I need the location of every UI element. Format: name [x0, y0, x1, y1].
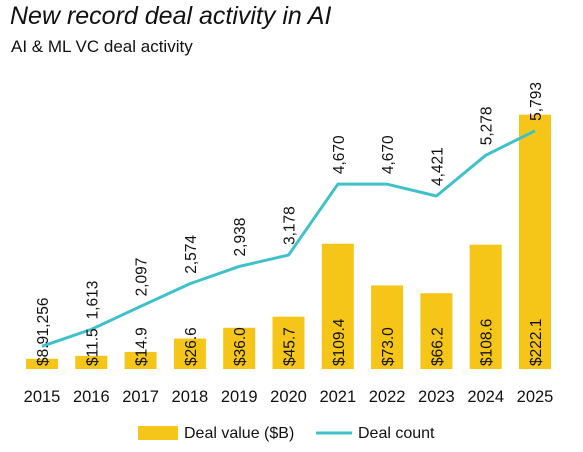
x-tick-label: 2017	[122, 388, 159, 406]
bar-2020	[272, 316, 305, 369]
count-value-label: 1,613	[84, 281, 101, 320]
bar-2024	[469, 244, 502, 369]
bar-value-label: $109.4	[331, 318, 348, 366]
count-value-label: 3,178	[282, 206, 299, 245]
bar-value-label: $8.9	[35, 336, 52, 366]
bar-value-label: $26.6	[183, 327, 200, 366]
x-tick-label: 2020	[270, 388, 307, 406]
deal-count-line	[41, 129, 536, 348]
x-tick-label: 2024	[467, 388, 504, 406]
legend-deal-value: Deal value ($B)	[184, 425, 294, 442]
bar-value-label: $66.2	[429, 327, 446, 366]
bar-value-label: $45.7	[282, 327, 299, 366]
bar-2016	[75, 355, 108, 369]
x-tick-label: 2021	[319, 388, 356, 406]
bar-2017	[124, 351, 157, 369]
count-value-label: 2,097	[134, 258, 151, 297]
x-tick-label: 2016	[73, 388, 110, 406]
x-tick-label: 2023	[418, 388, 455, 406]
bar-value-label: $108.6	[479, 319, 496, 366]
legend-deal-count: Deal count	[358, 425, 435, 442]
x-tick-label: 2015	[24, 388, 61, 406]
bar-2022	[371, 285, 404, 369]
legend-bar-swatch	[138, 426, 178, 440]
bar-2018	[173, 338, 206, 369]
bar-2019	[223, 327, 256, 369]
bar-2025	[519, 114, 551, 370]
x-tick-label: 2019	[221, 388, 258, 406]
count-value-label: 4,670	[331, 135, 348, 174]
count-value-label: 4,670	[380, 135, 397, 174]
bar-value-label: $11.5	[84, 328, 101, 366]
bar-2015	[26, 358, 58, 369]
bar-2023	[420, 293, 453, 369]
bar-value-label: $14.9	[134, 327, 151, 366]
x-tick-label: 2018	[172, 388, 209, 406]
bar-value-label: $222.1	[528, 319, 545, 366]
bar-value-label: $36.0	[232, 327, 249, 366]
count-value-label: 4,421	[429, 147, 446, 186]
x-tick-label: 2022	[369, 388, 406, 406]
bar-value-label: $73.0	[380, 327, 397, 366]
count-value-label: 2,938	[232, 218, 249, 257]
count-value-label: 5,793	[528, 82, 545, 121]
count-value-label: 2,574	[183, 235, 200, 274]
count-value-label: 5,278	[479, 106, 496, 145]
legend: Deal value ($B) Deal count	[138, 425, 435, 442]
bar-2021	[321, 243, 354, 369]
chart-subtitle: AI & ML VC deal activity	[11, 37, 193, 56]
chart-title: New record deal activity in AI	[10, 2, 332, 30]
count-value-label: 1,256	[35, 298, 52, 337]
x-tick-label: 2025	[517, 388, 554, 406]
